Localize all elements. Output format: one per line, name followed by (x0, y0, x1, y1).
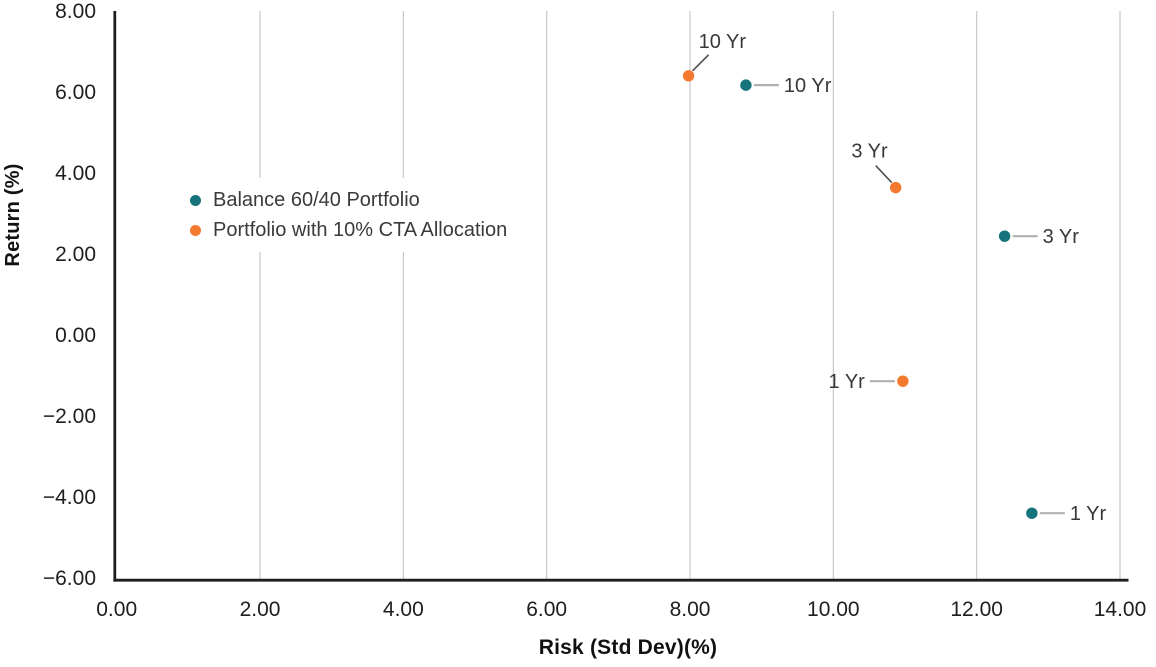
point-label: 1 Yr (1070, 503, 1107, 525)
y-tick-label: 6.00 (55, 81, 96, 104)
x-tick-label: 10.00 (807, 598, 860, 621)
data-point (897, 375, 909, 387)
data-point (740, 79, 752, 91)
data-point (889, 181, 902, 194)
x-tick-label: 4.00 (383, 598, 424, 621)
x-tick-label: 12.00 (950, 598, 1003, 621)
x-axis-title: Risk (Std Dev)(%) (538, 636, 718, 659)
point-label: 10 Yr (784, 75, 832, 97)
point-label: 3 Yr (851, 141, 888, 163)
point-connector (692, 54, 710, 72)
y-tick-label: −4.00 (43, 486, 96, 509)
point-label: 1 Yr (829, 371, 866, 393)
point-label: 10 Yr (699, 31, 747, 53)
x-tick-label: 14.00 (1094, 598, 1147, 621)
x-tick-label: 0.00 (96, 598, 137, 621)
data-point (1026, 507, 1038, 519)
legend-item-balance-6040: Balance 60/40 Portfolio (190, 188, 507, 212)
x-tick-label: 2.00 (240, 598, 281, 621)
legend-item-cta-allocation: Portfolio with 10% CTA Allocation (190, 218, 507, 242)
data-point (682, 70, 695, 82)
y-tick-label: 4.00 (55, 162, 96, 185)
legend-marker-orange-icon (190, 224, 201, 236)
point-label: 3 Yr (1043, 226, 1080, 248)
legend-label-cta-allocation: Portfolio with 10% CTA Allocation (213, 219, 508, 241)
data-point (998, 230, 1011, 242)
y-tick-label: 8.00 (55, 0, 96, 23)
y-axis-title: Return (%) (2, 163, 24, 267)
point-connector (875, 165, 893, 184)
x-tick-label: 8.00 (670, 598, 711, 621)
y-tick-label: −6.00 (43, 567, 96, 590)
legend-label-balance-6040: Balance 60/40 Portfolio (213, 189, 420, 211)
x-tick-label: 6.00 (526, 598, 567, 621)
y-tick-label: 0.00 (55, 324, 96, 347)
chart-legend: Balance 60/40 Portfolio Portfolio with 1… (182, 178, 524, 252)
y-tick-label: −2.00 (43, 405, 96, 428)
y-tick-label: 2.00 (55, 243, 96, 266)
legend-marker-teal-icon (190, 194, 201, 206)
